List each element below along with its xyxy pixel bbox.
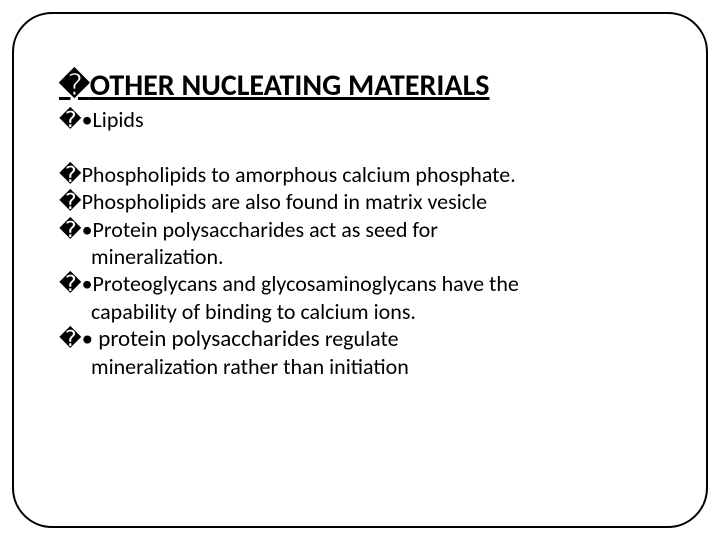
body-line-5: �• protein polysaccharides regulate [59,326,661,352]
subheading: �•Lipids [59,108,661,132]
line-text: Phospholipids to amorphous calcium phosp… [82,161,516,188]
replacement-glyph-icon: � [59,326,82,351]
body-line-2: �Phospholipids are also found in matrix … [59,189,661,214]
replacement-glyph-icon: � [59,162,82,187]
replacement-glyph-icon: � [59,189,82,214]
line-text: Proteoglycans and glycosaminoglycans hav… [93,270,519,297]
body-line-4-cont: capability of binding to calcium ions. [59,299,661,324]
subheading-text: Lipids [93,106,144,133]
line-text: mineralization. [91,243,224,270]
line-text: capability of binding to calcium ions. [91,298,416,325]
slide-heading: �OTHER NUCLEATING MATERIALS [59,69,661,102]
body-line-4: �•Proteoglycans and glycosaminoglycans h… [59,271,661,296]
bullet-dot: • [82,106,93,133]
line-text: Phospholipids are also found in matrix v… [82,188,488,215]
line-text: mineralization rather than initiation [91,353,409,380]
bullet-dot: • [82,270,93,297]
line-text: Protein polysaccharides act as seed for [93,216,438,243]
replacement-glyph-icon: � [59,271,82,296]
body-line-1: �Phospholipids to amorphous calcium phos… [59,162,661,187]
line-tail-text: regulate [325,325,399,352]
bullet-dot: • [82,216,93,243]
body-line-5-cont: mineralization rather than initiation [59,354,661,379]
replacement-glyph-icon: � [59,69,90,102]
heading-text: OTHER NUCLEATING MATERIALS [90,67,490,104]
body-line-3-cont: mineralization. [59,244,661,269]
replacement-glyph-icon: � [59,217,82,242]
slide-frame: �OTHER NUCLEATING MATERIALS �•Lipids �Ph… [12,12,708,528]
body-line-3: �•Protein polysaccharides act as seed fo… [59,217,661,242]
line-lead-text: protein polysaccharides [93,325,325,353]
replacement-glyph-icon: � [59,108,82,132]
bullet-dot: • [82,325,93,353]
